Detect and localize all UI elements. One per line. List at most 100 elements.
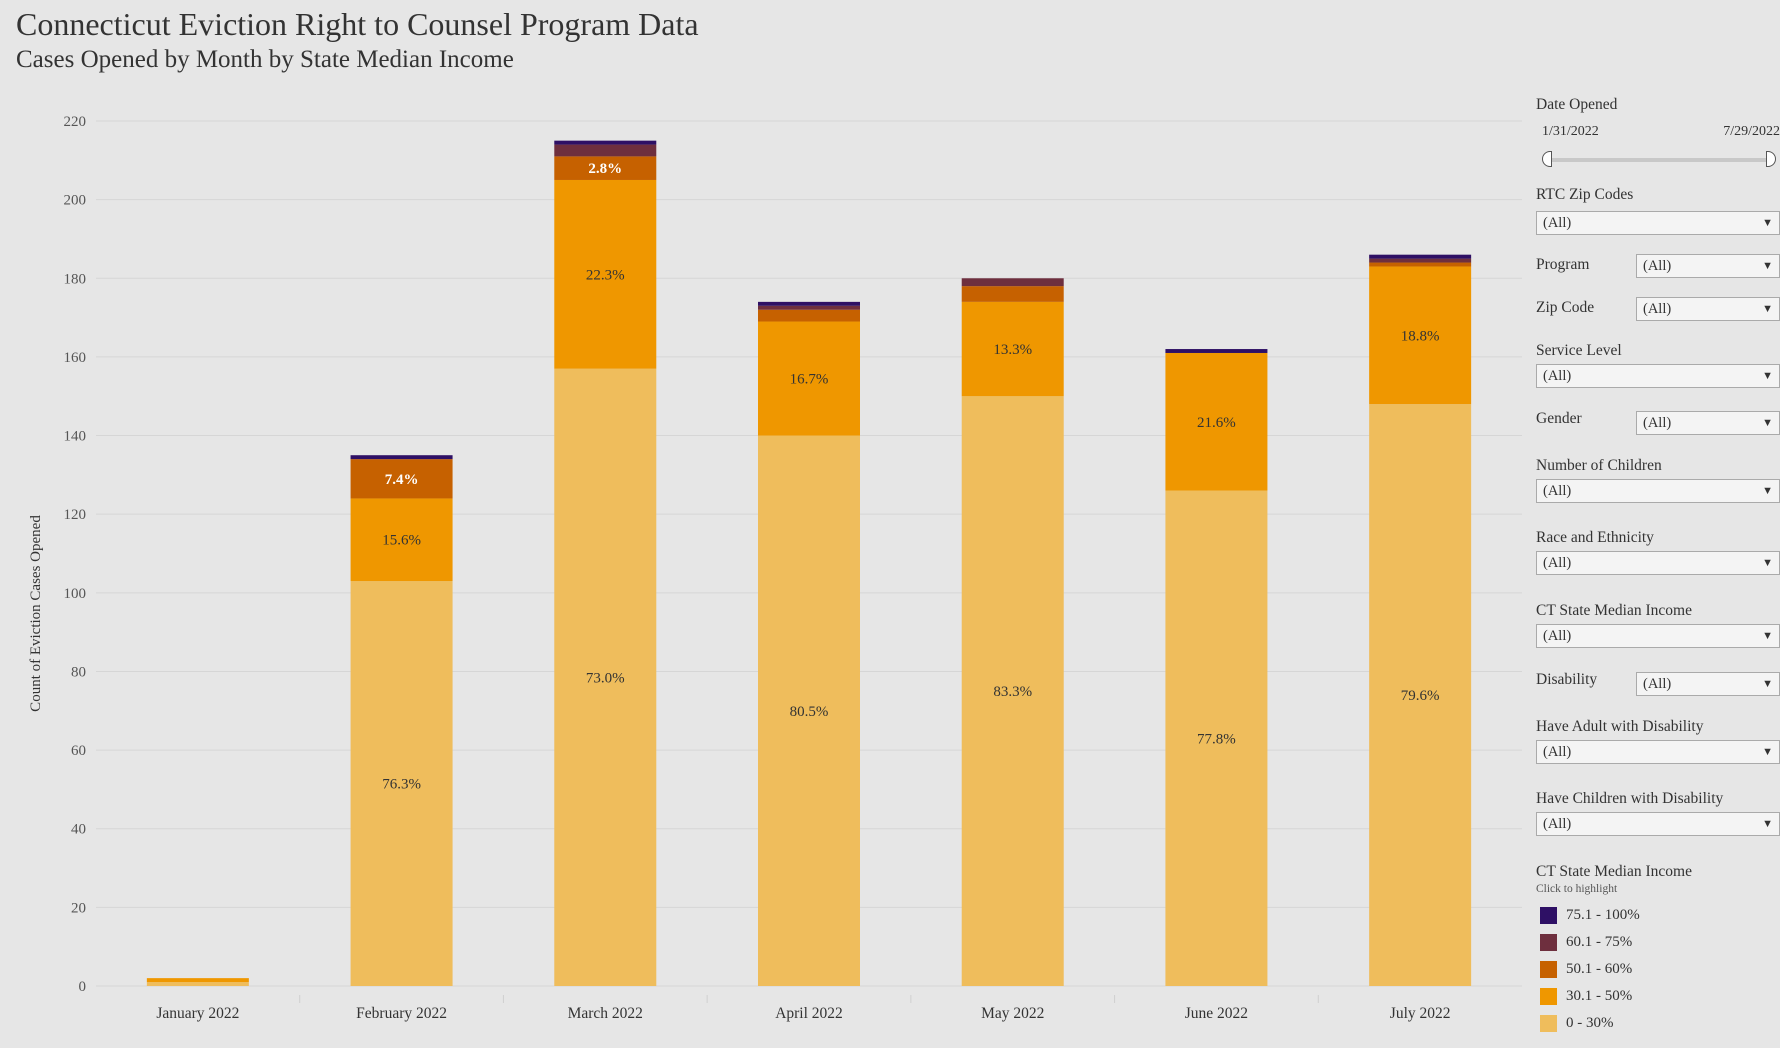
rtc-zip-codes-label: RTC Zip Codes [1536,186,1634,203]
disability-dropdown[interactable]: (All) ▼ [1636,672,1780,696]
page-title: Connecticut Eviction Right to Counsel Pr… [16,6,699,42]
caret-down-icon: ▼ [1762,678,1773,690]
y-tick-label: 140 [64,429,87,445]
y-tick-label: 220 [64,114,87,130]
bar-segment[interactable] [146,982,249,986]
caret-down-icon: ▼ [1762,217,1773,229]
gender-value: (All) [1643,415,1672,431]
legend-swatch [1540,961,1557,978]
bar-segment[interactable] [758,321,860,436]
data-label: 16.7% [790,372,829,388]
bar-segment[interactable] [961,301,1064,397]
bar-segment[interactable] [1369,254,1472,259]
data-label: 2.8% [588,161,622,177]
legend-swatch [1540,988,1557,1005]
disability-value: (All) [1643,676,1672,692]
program-dropdown[interactable]: (All) ▼ [1636,254,1780,278]
caret-down-icon: ▼ [1762,370,1773,382]
children-disability-dropdown[interactable]: (All) ▼ [1536,812,1780,836]
date-slider-start-handle[interactable] [1542,151,1552,167]
children-disability-value: (All) [1543,816,1572,832]
data-label: 15.6% [382,533,421,549]
y-tick-label: 60 [71,743,86,759]
race-ethnicity-label: Race and Ethnicity [1536,529,1654,546]
bar-segment[interactable] [1165,349,1268,353]
date-range-slider[interactable] [1548,158,1770,162]
bar-segment[interactable] [554,179,657,369]
y-tick-label: 160 [64,350,87,366]
bar-segment[interactable] [1165,352,1268,491]
data-label: 22.3% [586,267,625,283]
caret-down-icon: ▼ [1762,260,1773,272]
bar-segment[interactable] [961,396,1064,986]
legend-swatch [1540,907,1557,924]
rtc-zip-codes-dropdown[interactable]: (All) ▼ [1536,211,1780,235]
bar-segment[interactable] [1369,262,1472,267]
legend-item-label: 30.1 - 50% [1566,988,1633,1004]
page-subtitle: Cases Opened by Month by State Median In… [16,46,514,73]
data-label: 79.6% [1401,688,1440,704]
x-tick-label: February 2022 [356,1005,447,1022]
legend-item-label: 60.1 - 75% [1566,934,1633,950]
zip-code-value: (All) [1643,301,1672,317]
bar-segment[interactable] [961,286,1064,302]
caret-down-icon: ▼ [1762,485,1773,497]
zip-code-label: Zip Code [1536,299,1595,316]
x-tick-label: April 2022 [775,1005,843,1022]
bar-segment[interactable] [554,156,657,180]
bar-segment[interactable] [758,309,860,322]
legend-hint: Click to highlight [1536,883,1618,895]
bar-segment[interactable] [758,305,860,310]
bar-segment[interactable] [1369,266,1472,405]
bar-segment[interactable] [146,978,249,983]
bar-segment[interactable] [350,459,453,499]
y-axis-label: Count of Eviction Cases Opened [28,515,44,712]
y-tick-label: 120 [64,507,87,523]
adult-disability-label: Have Adult with Disability [1536,718,1704,735]
bar-segment[interactable] [554,140,657,145]
gender-dropdown[interactable]: (All) ▼ [1636,411,1780,435]
data-label: 13.3% [993,342,1032,358]
bar-segment[interactable] [1165,490,1268,986]
children-disability-label: Have Children with Disability [1536,790,1724,807]
caret-down-icon: ▼ [1762,746,1773,758]
zip-code-dropdown[interactable]: (All) ▼ [1636,297,1780,321]
date-opened-label: Date Opened [1536,96,1618,113]
rtc-zip-codes-value: (All) [1543,215,1572,231]
race-ethnicity-dropdown[interactable]: (All) ▼ [1536,551,1780,575]
stacked-bar-chart: 0 20 40 60 80 100 120 140 160 180 200 220 Count of E… [28,114,1522,1022]
service-level-dropdown[interactable]: (All) ▼ [1536,364,1780,388]
gender-label: Gender [1536,410,1582,427]
date-slider-end-handle[interactable] [1766,151,1776,167]
caret-down-icon: ▼ [1762,818,1773,830]
program-label: Program [1536,256,1590,273]
y-tick-label: 180 [64,271,87,287]
x-tick-label: January 2022 [156,1005,239,1022]
number-of-children-value: (All) [1543,483,1572,499]
disability-label: Disability [1536,671,1598,688]
legend-item-label: 75.1 - 100% [1566,907,1640,923]
date-start-label: 1/31/2022 [1542,124,1599,139]
y-tick-label: 200 [64,193,87,209]
bar-segment[interactable] [758,435,860,987]
bar-segment[interactable] [554,144,657,157]
bar-segment[interactable] [1369,404,1472,986]
date-end-label: 7/29/2022 [1723,124,1780,139]
number-of-children-dropdown[interactable]: (All) ▼ [1536,479,1780,503]
race-ethnicity-value: (All) [1543,555,1572,571]
program-value: (All) [1643,258,1672,274]
y-tick-label: 80 [71,664,86,680]
x-tick-label: May 2022 [981,1005,1044,1022]
bar-segment[interactable] [554,368,657,986]
bar-segment[interactable] [350,498,453,582]
ct-state-median-income-dropdown[interactable]: (All) ▼ [1536,624,1780,648]
bar-segment[interactable] [758,301,860,306]
x-tick-label: June 2022 [1185,1005,1248,1022]
data-label: 18.8% [1401,328,1440,344]
bar-segment[interactable] [350,581,453,986]
bar-segment[interactable] [350,455,453,460]
bar-segment[interactable] [1369,258,1472,263]
adult-disability-dropdown[interactable]: (All) ▼ [1536,740,1780,764]
data-label: 80.5% [790,704,829,720]
bar-segment[interactable] [961,278,1064,287]
